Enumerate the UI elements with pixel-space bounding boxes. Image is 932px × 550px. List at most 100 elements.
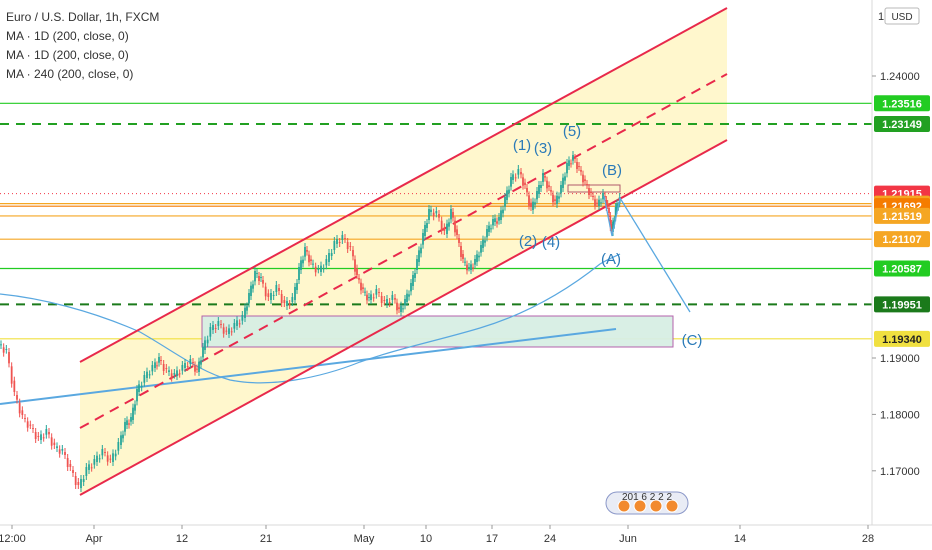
candle-body (534, 202, 536, 205)
candle-body (422, 233, 424, 245)
candle-body (322, 268, 325, 270)
candle-body (349, 246, 352, 247)
candle-body (550, 190, 552, 192)
candle-body (262, 280, 264, 284)
candle-body (464, 261, 466, 263)
candle-body (252, 284, 254, 289)
candle-body (562, 177, 564, 188)
wave-label: (1) (513, 137, 531, 154)
wave-label: (A) (601, 251, 621, 268)
candle-body (388, 302, 391, 303)
candle-body (296, 283, 298, 290)
candle-body (488, 225, 490, 232)
price-label: 1.21519 (882, 211, 922, 223)
currency-button[interactable]: USD (891, 12, 912, 23)
candle-body (241, 315, 244, 321)
candle-body (258, 276, 260, 281)
candle-body (498, 217, 500, 221)
price-label-bg (874, 231, 930, 248)
candle-body (466, 264, 468, 271)
candle-body (375, 289, 378, 295)
price-label-bg (874, 207, 930, 224)
candle-body (378, 292, 380, 293)
candle-body (408, 294, 410, 297)
candle-body (328, 253, 330, 262)
candle-body (69, 464, 72, 467)
candle-body (200, 360, 202, 365)
candle-body (120, 435, 122, 445)
candle-body (298, 267, 300, 280)
candle-body (283, 300, 286, 303)
candle-body (96, 455, 98, 462)
candle-body (291, 297, 294, 302)
candle-body (486, 229, 488, 238)
candle-body (244, 307, 246, 318)
wave-labels: (1) (3) (5) (B) (2) (4) (A) (C) (513, 123, 703, 349)
price-label: 1.21107 (882, 234, 921, 246)
candle-body (204, 340, 206, 350)
candle-body (568, 160, 570, 166)
candle-body (358, 278, 360, 280)
candle-body (126, 420, 128, 425)
candle-body (604, 196, 606, 197)
candle-body (272, 295, 275, 296)
candle-body (310, 259, 312, 261)
indicator-ma-3[interactable]: MA · 240 (200, close, 0) (6, 67, 134, 81)
candle-body (528, 195, 530, 206)
price-tick-label: 1.17000 (880, 466, 920, 478)
candle-body (101, 449, 104, 456)
candle-body (128, 423, 130, 425)
wave-label: (3) (534, 140, 552, 157)
candle-body (184, 363, 186, 368)
candle-body (542, 173, 544, 182)
price-label-bg (874, 296, 930, 313)
chart-legend: Euro / U.S. Dollar, 1h, FXCM MA · 1D (20… (6, 8, 159, 84)
candle-body (312, 263, 314, 265)
candle-body (424, 225, 426, 236)
candle-body (8, 352, 10, 364)
candle-body (400, 305, 402, 312)
candle-body (368, 297, 370, 298)
candle-body (428, 209, 430, 220)
candle-body (544, 176, 546, 178)
candle-body (314, 266, 317, 273)
candle-body (438, 214, 440, 218)
candle-body (468, 267, 470, 268)
candle-body (21, 410, 24, 415)
candle-body (530, 202, 532, 207)
candle-body (558, 196, 560, 199)
candle-body (254, 271, 256, 282)
wave-label: (2) (519, 233, 537, 250)
candle-body (0, 344, 2, 346)
price-tick-label: 1.24000 (880, 71, 920, 83)
candle-body (236, 320, 238, 326)
candle-body (360, 282, 362, 291)
candle-body (72, 470, 74, 473)
indicator-ma-2[interactable]: MA · 1D (200, close, 0) (6, 48, 129, 62)
candle-body (462, 254, 464, 259)
candle-body (600, 202, 602, 204)
candle-body (398, 307, 400, 309)
indicator-ma-1[interactable]: MA · 1D (200, close, 0) (6, 29, 129, 43)
candle-body (514, 177, 517, 179)
price-label-bg (874, 260, 930, 277)
candle-body (472, 267, 474, 269)
candle-body (443, 227, 446, 231)
candle-body (572, 155, 574, 161)
candle-body (362, 287, 364, 289)
symbol-title[interactable]: Euro / U.S. Dollar, 1h, FXCM (6, 10, 160, 24)
candle-body (341, 235, 344, 240)
candle-body (576, 162, 578, 169)
candle-body (18, 402, 21, 414)
candle-body (82, 479, 85, 482)
candle-body (430, 209, 432, 212)
time-tick-label: 28 (862, 533, 874, 545)
candle-body (124, 422, 126, 432)
candle-body (606, 204, 609, 205)
candle-body (474, 259, 476, 265)
candle-body (5, 349, 8, 350)
candle-body (566, 163, 568, 174)
price-tick-label: 1.18000 (880, 409, 920, 421)
candle-body (548, 185, 550, 187)
